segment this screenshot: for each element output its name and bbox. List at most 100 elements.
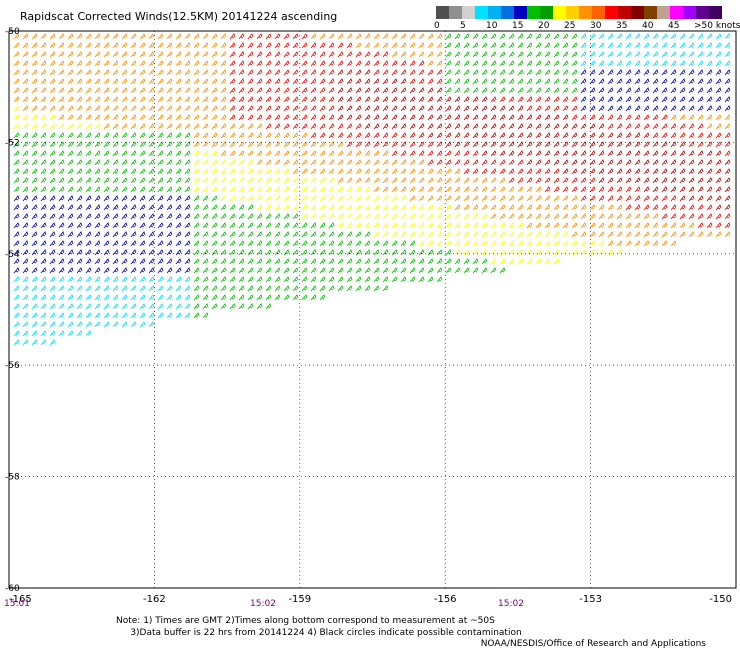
wind-barb xyxy=(319,114,326,121)
wind-barb xyxy=(382,276,389,283)
wind-barb xyxy=(688,231,695,238)
wind-barb xyxy=(148,78,155,85)
wind-barb xyxy=(13,42,20,49)
wind-barb xyxy=(679,123,686,130)
wind-barb xyxy=(400,51,407,58)
wind-barb xyxy=(706,96,713,103)
wind-barb xyxy=(697,78,704,85)
wind-barb xyxy=(67,141,74,148)
wind-barb xyxy=(67,204,74,211)
wind-barb xyxy=(481,114,488,121)
map-frame xyxy=(8,30,737,589)
wind-barb xyxy=(328,132,335,139)
wind-barb xyxy=(364,123,371,130)
wind-barb xyxy=(715,186,722,193)
wind-barb xyxy=(229,177,236,184)
wind-barb xyxy=(193,114,200,121)
wind-barb xyxy=(616,204,623,211)
wind-barb xyxy=(571,141,578,148)
wind-barb xyxy=(337,69,344,76)
wind-barb xyxy=(184,33,191,40)
wind-barb xyxy=(94,168,101,175)
wind-barb xyxy=(652,51,659,58)
wind-barb xyxy=(13,51,20,58)
wind-barb xyxy=(202,276,209,283)
wind-barb xyxy=(589,213,596,220)
wind-barb xyxy=(715,33,722,40)
wind-barb xyxy=(301,150,308,157)
wind-barb xyxy=(724,123,731,130)
wind-barb xyxy=(31,177,38,184)
wind-barb xyxy=(643,186,650,193)
wind-barb xyxy=(175,177,182,184)
wind-barb xyxy=(139,96,146,103)
wind-barb xyxy=(562,114,569,121)
wind-barb xyxy=(94,69,101,76)
wind-barb xyxy=(274,69,281,76)
colorbar-cell xyxy=(553,6,566,19)
wind-barb xyxy=(697,51,704,58)
wind-barb xyxy=(652,150,659,157)
wind-barb xyxy=(49,168,56,175)
wind-barb xyxy=(688,177,695,184)
wind-barb xyxy=(121,159,128,166)
wind-barb xyxy=(85,132,92,139)
wind-barb xyxy=(238,303,245,310)
wind-barb xyxy=(274,42,281,49)
wind-barb xyxy=(652,114,659,121)
wind-barb xyxy=(445,60,452,67)
wind-barb xyxy=(454,33,461,40)
wind-barb xyxy=(40,51,47,58)
wind-barb xyxy=(355,123,362,130)
wind-barb xyxy=(364,78,371,85)
wind-barb xyxy=(364,105,371,112)
wind-barb xyxy=(436,96,443,103)
wind-barb xyxy=(58,105,65,112)
wind-barb xyxy=(229,213,236,220)
wind-barb xyxy=(697,204,704,211)
wind-barb xyxy=(58,330,65,337)
wind-barb xyxy=(553,33,560,40)
wind-barb xyxy=(472,96,479,103)
wind-barb xyxy=(292,60,299,67)
wind-barb xyxy=(220,51,227,58)
wind-barb xyxy=(229,204,236,211)
wind-barb xyxy=(274,159,281,166)
wind-barb xyxy=(94,267,101,274)
wind-barb xyxy=(436,276,443,283)
wind-barb xyxy=(616,60,623,67)
wind-barb xyxy=(247,132,254,139)
wind-barb xyxy=(265,123,272,130)
wind-barb xyxy=(139,195,146,202)
wind-barb xyxy=(625,60,632,67)
wind-barb xyxy=(499,132,506,139)
wind-barb xyxy=(256,213,263,220)
wind-barb xyxy=(328,213,335,220)
wind-barb xyxy=(103,231,110,238)
wind-barb xyxy=(220,231,227,238)
wind-barb xyxy=(580,33,587,40)
wind-barb xyxy=(130,258,137,265)
wind-barb xyxy=(211,123,218,130)
wind-barb xyxy=(508,33,515,40)
colorbar-cell xyxy=(709,6,722,19)
wind-barb xyxy=(139,249,146,256)
wind-barb xyxy=(715,105,722,112)
wind-barb xyxy=(688,213,695,220)
wind-barb xyxy=(265,114,272,121)
wind-barb xyxy=(103,195,110,202)
wind-barb xyxy=(202,186,209,193)
wind-barb xyxy=(265,276,272,283)
wind-barb xyxy=(256,222,263,229)
wind-barb xyxy=(121,186,128,193)
wind-barb xyxy=(67,267,74,274)
wind-barb xyxy=(31,267,38,274)
wind-barb xyxy=(355,42,362,49)
wind-barb xyxy=(544,177,551,184)
wind-barb xyxy=(58,33,65,40)
wind-barb xyxy=(373,78,380,85)
wind-barb xyxy=(13,231,20,238)
wind-barb xyxy=(454,78,461,85)
wind-barb xyxy=(211,78,218,85)
wind-barb xyxy=(103,168,110,175)
